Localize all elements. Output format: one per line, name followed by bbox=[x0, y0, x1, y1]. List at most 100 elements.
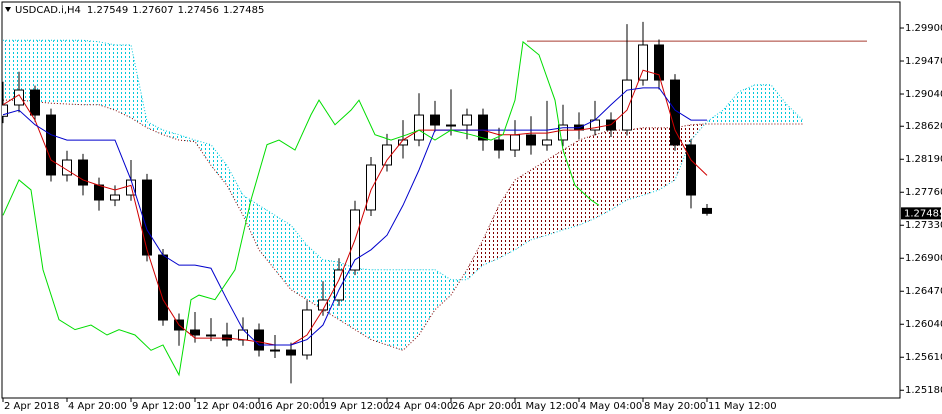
candle-body bbox=[494, 139, 504, 151]
cloud-fill bbox=[563, 140, 579, 230]
cloud-fill bbox=[163, 130, 179, 141]
plot-area bbox=[2, 21, 867, 384]
cloud-fill bbox=[355, 268, 371, 340]
cloud-fill bbox=[51, 40, 67, 104]
candle-body bbox=[222, 334, 232, 341]
cloud-fill bbox=[771, 84, 787, 124]
x-tick-label: 16 Apr 20:00 bbox=[260, 401, 325, 412]
candle-body bbox=[382, 144, 392, 166]
y-tick-label: 1.26470 bbox=[905, 286, 942, 297]
cloud-fill bbox=[179, 134, 195, 142]
indicator-line bbox=[2, 40, 600, 377]
candle-body bbox=[478, 114, 488, 141]
cloud-fill bbox=[531, 160, 547, 240]
candle-body bbox=[254, 329, 264, 351]
x-tick-label: 4 May 04:00 bbox=[580, 401, 642, 412]
x-tick-label: 12 Apr 04:00 bbox=[196, 401, 261, 412]
cloud-fill bbox=[259, 205, 275, 270]
x-tick-label: 4 Apr 20:00 bbox=[68, 401, 127, 412]
header-high: 1.27607 bbox=[132, 5, 173, 16]
candle-body bbox=[206, 334, 216, 337]
cloud-fill bbox=[147, 121, 163, 135]
cloud-fill bbox=[211, 144, 227, 186]
candle-body bbox=[190, 329, 200, 336]
candle-body bbox=[510, 134, 520, 151]
indicator-line bbox=[2, 69, 708, 346]
candle-body bbox=[542, 139, 552, 146]
y-tick-label: 1.27760 bbox=[905, 187, 942, 198]
candle-body bbox=[238, 329, 248, 341]
x-tick-label: 24 Apr 04:00 bbox=[388, 401, 453, 412]
header: USDCAD.i,H4 1.27549 1.27607 1.27456 1.27485 bbox=[15, 5, 264, 16]
candle-body bbox=[462, 114, 472, 126]
cloud-fill bbox=[131, 44, 147, 128]
x-tick-label: 1 May 12:00 bbox=[516, 401, 578, 412]
x-tick-label: 19 Apr 12:00 bbox=[324, 401, 389, 412]
cloud-fill bbox=[643, 127, 659, 196]
cloud-fill bbox=[547, 150, 563, 236]
candle-body bbox=[286, 349, 296, 356]
cloud-fill bbox=[387, 269, 403, 351]
x-tick-label: 11 May 12:00 bbox=[708, 401, 777, 412]
cloud-fill bbox=[275, 215, 291, 290]
candle-body bbox=[2, 104, 8, 117]
candle-body bbox=[526, 134, 536, 146]
candle-body bbox=[558, 124, 568, 141]
cloud-fill bbox=[35, 40, 51, 104]
y-tick-label: 1.28190 bbox=[905, 154, 942, 165]
y-tick-label: 1.26900 bbox=[905, 253, 942, 264]
x-tick-label: 8 May 20:00 bbox=[644, 401, 706, 412]
cloud-fill bbox=[371, 269, 387, 345]
cloud-fill bbox=[499, 179, 515, 259]
candle-body bbox=[446, 124, 456, 127]
cloud-fill bbox=[467, 239, 483, 280]
cloud-fill bbox=[483, 205, 499, 266]
y-tick-label: 1.29040 bbox=[905, 89, 942, 100]
candle-body bbox=[270, 349, 280, 352]
symbol: USDCAD.i,H4 bbox=[15, 5, 81, 16]
cloud-fill bbox=[227, 165, 243, 216]
cloud-fill bbox=[627, 127, 643, 200]
cloud-fill bbox=[19, 40, 35, 102]
candle-body bbox=[14, 89, 24, 106]
candle-body bbox=[702, 207, 712, 214]
y-tick-label: 1.29900 bbox=[905, 23, 942, 34]
axes: 1.29900 1.29470 1.29040 1.28620 1.28190 1.277… bbox=[2, 23, 942, 412]
candle-body bbox=[142, 179, 152, 256]
header-open: 1.27549 bbox=[87, 5, 128, 16]
cloud-fill bbox=[611, 130, 627, 210]
candle-body bbox=[94, 184, 104, 201]
y-tick-label: 1.25610 bbox=[905, 352, 942, 363]
candle-body bbox=[638, 44, 648, 81]
y-tick-label: 1.26040 bbox=[905, 319, 942, 330]
y-tick-label: 1.27330 bbox=[905, 220, 942, 231]
candle-body bbox=[414, 114, 424, 141]
candle-body bbox=[318, 299, 328, 311]
x-tick-label: 9 Apr 12:00 bbox=[132, 401, 191, 412]
cloud-fill bbox=[515, 169, 531, 250]
candle-body bbox=[622, 79, 632, 131]
cloud-fill bbox=[739, 84, 755, 124]
cloud-fill bbox=[787, 104, 803, 124]
x-tick-label: 26 Apr 20:00 bbox=[452, 401, 517, 412]
cloud-fill bbox=[579, 134, 595, 226]
candle-body bbox=[686, 144, 696, 196]
cloud-fill bbox=[67, 40, 83, 105]
cloud-fill bbox=[723, 91, 739, 124]
candle-body bbox=[430, 114, 440, 126]
candle-body bbox=[158, 254, 168, 321]
candle-body bbox=[126, 179, 136, 196]
header-low: 1.27456 bbox=[178, 5, 219, 16]
cloud-fill bbox=[99, 41, 115, 111]
indicator-line bbox=[2, 87, 707, 346]
cloud-fill bbox=[291, 225, 307, 300]
candle-body bbox=[654, 44, 664, 81]
menu-arrow[interactable] bbox=[5, 7, 11, 12]
header-close: 1.27485 bbox=[223, 5, 264, 16]
candle-body bbox=[46, 114, 56, 176]
last-price-box bbox=[901, 207, 941, 220]
cloud-fill bbox=[83, 40, 99, 105]
